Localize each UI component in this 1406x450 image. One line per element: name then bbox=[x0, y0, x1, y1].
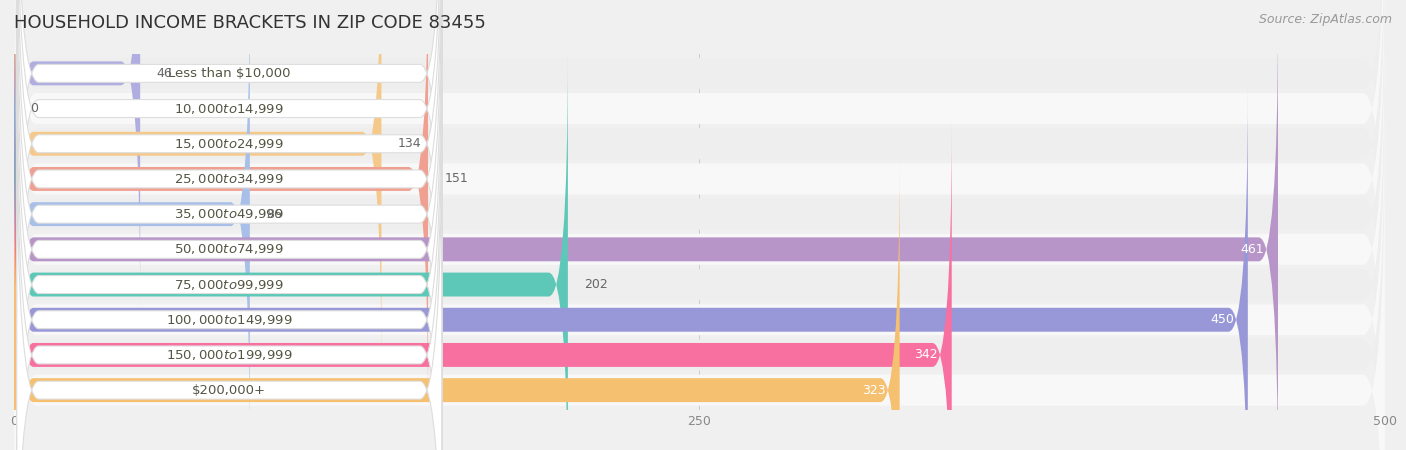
FancyBboxPatch shape bbox=[14, 0, 1385, 375]
FancyBboxPatch shape bbox=[17, 0, 441, 416]
Text: $100,000 to $149,999: $100,000 to $149,999 bbox=[166, 313, 292, 327]
Text: 323: 323 bbox=[862, 384, 886, 396]
FancyBboxPatch shape bbox=[17, 0, 441, 346]
Text: 450: 450 bbox=[1211, 313, 1234, 326]
FancyBboxPatch shape bbox=[14, 15, 1278, 450]
Text: 46: 46 bbox=[156, 67, 173, 80]
FancyBboxPatch shape bbox=[17, 47, 441, 450]
FancyBboxPatch shape bbox=[14, 54, 1385, 450]
FancyBboxPatch shape bbox=[14, 0, 1385, 450]
Text: 151: 151 bbox=[444, 172, 468, 185]
FancyBboxPatch shape bbox=[14, 0, 381, 378]
FancyBboxPatch shape bbox=[17, 117, 441, 450]
Text: 0: 0 bbox=[31, 102, 38, 115]
Text: 134: 134 bbox=[398, 137, 422, 150]
Text: $75,000 to $99,999: $75,000 to $99,999 bbox=[174, 278, 284, 292]
Text: 461: 461 bbox=[1240, 243, 1264, 256]
FancyBboxPatch shape bbox=[14, 0, 1385, 410]
Text: $150,000 to $199,999: $150,000 to $199,999 bbox=[166, 348, 292, 362]
Text: $50,000 to $74,999: $50,000 to $74,999 bbox=[174, 243, 284, 256]
Text: Source: ZipAtlas.com: Source: ZipAtlas.com bbox=[1258, 14, 1392, 27]
FancyBboxPatch shape bbox=[17, 0, 441, 450]
Text: $15,000 to $24,999: $15,000 to $24,999 bbox=[174, 137, 284, 151]
FancyBboxPatch shape bbox=[14, 18, 1385, 450]
FancyBboxPatch shape bbox=[14, 0, 250, 449]
Text: Less than $10,000: Less than $10,000 bbox=[169, 67, 291, 80]
Text: $25,000 to $34,999: $25,000 to $34,999 bbox=[174, 172, 284, 186]
FancyBboxPatch shape bbox=[17, 0, 441, 381]
FancyBboxPatch shape bbox=[14, 89, 1385, 450]
FancyBboxPatch shape bbox=[14, 0, 427, 414]
FancyBboxPatch shape bbox=[14, 0, 1385, 445]
FancyBboxPatch shape bbox=[14, 50, 568, 450]
FancyBboxPatch shape bbox=[17, 0, 441, 450]
FancyBboxPatch shape bbox=[14, 0, 141, 308]
Text: 342: 342 bbox=[914, 348, 938, 361]
FancyBboxPatch shape bbox=[14, 86, 1249, 450]
FancyBboxPatch shape bbox=[14, 0, 1385, 450]
Text: $10,000 to $14,999: $10,000 to $14,999 bbox=[174, 102, 284, 116]
FancyBboxPatch shape bbox=[14, 156, 900, 450]
FancyBboxPatch shape bbox=[14, 0, 1385, 339]
FancyBboxPatch shape bbox=[17, 0, 441, 450]
Text: $35,000 to $49,999: $35,000 to $49,999 bbox=[174, 207, 284, 221]
Text: $200,000+: $200,000+ bbox=[193, 384, 266, 396]
FancyBboxPatch shape bbox=[17, 12, 441, 450]
Text: 202: 202 bbox=[585, 278, 607, 291]
Text: 86: 86 bbox=[266, 207, 283, 220]
FancyBboxPatch shape bbox=[17, 82, 441, 450]
FancyBboxPatch shape bbox=[14, 124, 1385, 450]
Text: HOUSEHOLD INCOME BRACKETS IN ZIP CODE 83455: HOUSEHOLD INCOME BRACKETS IN ZIP CODE 83… bbox=[14, 14, 486, 32]
FancyBboxPatch shape bbox=[14, 121, 952, 450]
